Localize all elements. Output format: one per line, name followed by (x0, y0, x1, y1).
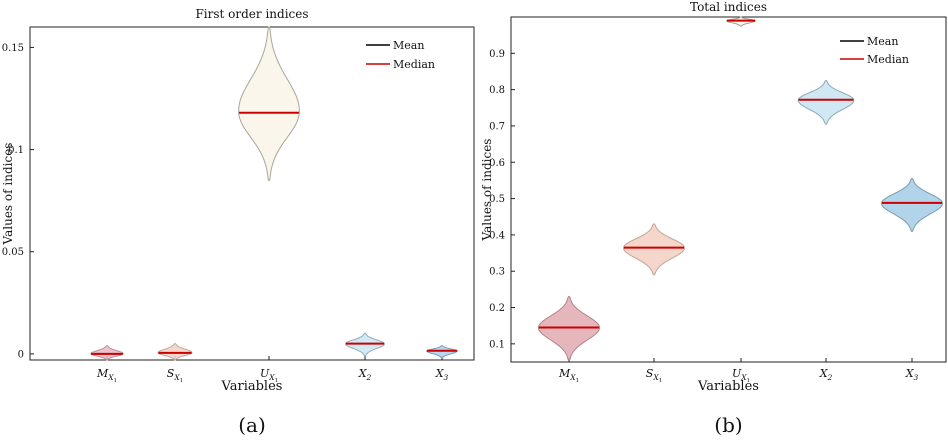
x-tick-label: UX1 (260, 367, 278, 384)
panel-total-indices: Total indices 0.1 0.2 0.3 0.4 0.5 0.6 0.7 0.8 0.9… (480, 0, 947, 437)
x-tick-label-subsub: 1 (576, 378, 580, 384)
x-tick-label-base: X (819, 367, 829, 380)
x-tick-label: X3 (435, 367, 449, 382)
y-tick-label: 0.9 (489, 49, 505, 60)
y-axis-label: Values of indices (480, 139, 494, 242)
y-tick-label: 0.4 (489, 230, 505, 241)
chart-title: First order indices (195, 7, 308, 21)
legend: Mean Median (366, 39, 435, 71)
y-tick-label: 0.05 (2, 247, 24, 258)
x-tick-label: SX1 (646, 367, 662, 384)
x-tick-label: UX1 (732, 367, 750, 384)
x-tick-label-sub: X (107, 373, 114, 382)
x-tick-label-sub: 2 (827, 373, 833, 382)
x-tick-label: X2 (819, 367, 833, 382)
violin (797, 80, 855, 125)
y-tick-label: 0.15 (2, 43, 24, 54)
violin (426, 345, 458, 359)
x-tick-label-subsub: 1 (180, 378, 184, 384)
x-tick-label-base: X (358, 367, 368, 380)
y-tick-label: 0.6 (489, 158, 505, 169)
x-tick-label-sub: 2 (366, 373, 372, 382)
x-tick-label: MX1 (96, 367, 117, 384)
y-tick-label: 0.1 (8, 145, 24, 156)
plot-frame (29, 26, 475, 361)
violin (238, 26, 300, 181)
y-tick-label: 0 (18, 349, 24, 360)
violin (622, 223, 686, 276)
x-tick-label-base: X (435, 367, 445, 380)
chart-title: Total indices (690, 0, 767, 14)
x-tick-label: SX1 (167, 367, 183, 384)
panel-first-order-indices: First order indices 0 0.05 0.1 0.15 Values of… (1, 7, 475, 437)
x-tick-label-subsub: 1 (275, 378, 279, 384)
legend-label: Mean (393, 39, 424, 52)
y-tick-label: 0.3 (489, 267, 505, 278)
x-tick-label-base: S (167, 367, 175, 380)
x-tick-label: MX1 (558, 367, 579, 384)
plot-frame (510, 16, 947, 363)
violin (90, 345, 124, 361)
x-tick-label-base: U (260, 367, 270, 380)
x-tick-label-sub: X (652, 373, 659, 382)
violin (880, 178, 944, 232)
y-tick-label: 0.7 (489, 121, 505, 132)
x-axis-label: Variables (697, 379, 759, 394)
x-tick-label-base: S (646, 367, 654, 380)
y-tick-label: 0.2 (489, 303, 505, 314)
y-tick-label: 0.8 (489, 85, 505, 96)
x-tick-label-subsub: 1 (114, 378, 118, 384)
y-axis-label: Values of indices (1, 143, 15, 246)
x-tick-label-sub: X (173, 373, 180, 382)
panel-label: (b) (714, 413, 742, 437)
x-tick-label-sub: X (740, 373, 747, 382)
panel-label: (a) (238, 413, 266, 437)
x-tick-label-sub: 3 (444, 373, 449, 382)
legend: Mean Median (840, 35, 909, 66)
legend-label: Median (393, 58, 435, 71)
x-axis-label: Variables (221, 379, 283, 394)
x-tick-label-sub: X (268, 373, 275, 382)
x-tick-label-sub: X (569, 373, 576, 382)
y-tick-label: 0.5 (489, 194, 505, 205)
x-tick-label: X3 (905, 367, 919, 382)
x-tick-label-sub: 3 (914, 373, 919, 382)
x-tick-label-base: M (96, 367, 109, 380)
x-tick-label-base: X (905, 367, 915, 380)
legend-label: Mean (867, 35, 898, 48)
x-tick-label-subsub: 1 (747, 378, 751, 384)
x-tick-label: X2 (358, 367, 372, 382)
x-tick-label-base: M (558, 367, 571, 380)
y-tick-label: 0.1 (489, 339, 505, 350)
legend-label: Median (867, 53, 909, 66)
x-tick-label-base: U (732, 367, 742, 380)
x-tick-label-subsub: 1 (659, 378, 663, 384)
